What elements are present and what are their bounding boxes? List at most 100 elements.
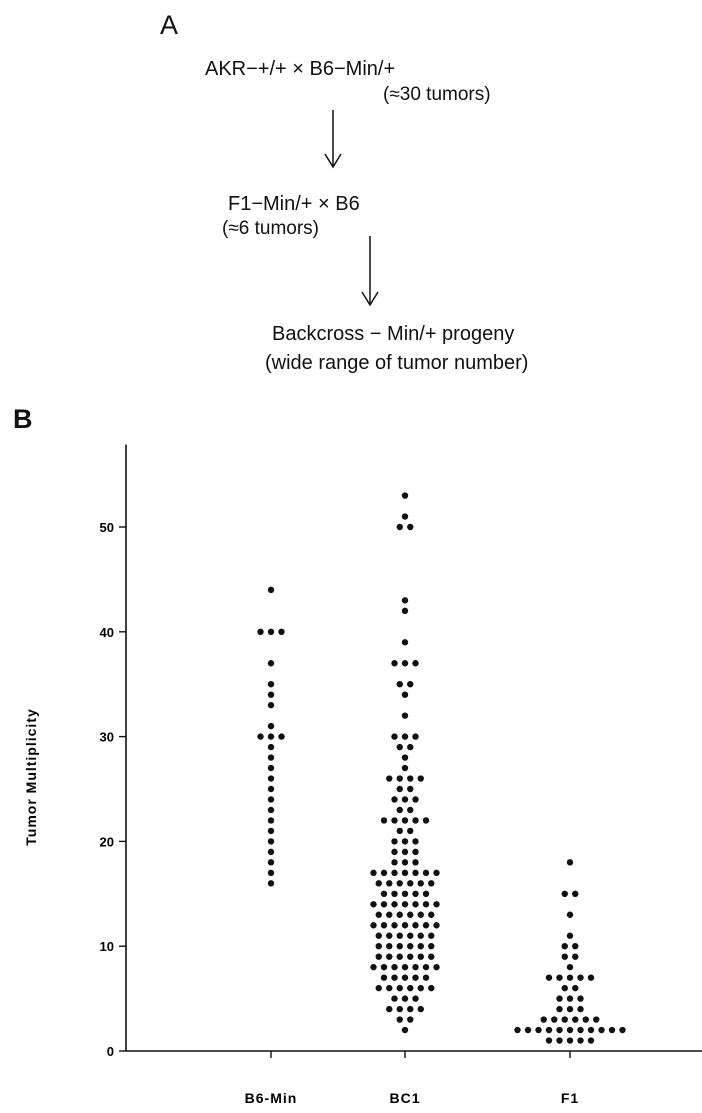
data-point: [593, 1016, 600, 1023]
cross-f1-tumors: (≈6 tumors): [222, 218, 319, 239]
data-point: [391, 995, 398, 1002]
data-point: [391, 859, 398, 866]
data-point: [401, 639, 409, 646]
data-point: [407, 785, 414, 793]
panel-a-letter: A: [160, 10, 179, 40]
data-point: [375, 932, 382, 939]
data-point: [396, 984, 403, 992]
data-point: [598, 1026, 605, 1034]
data-point: [267, 827, 275, 835]
data-point: [556, 1026, 563, 1034]
data-point: [380, 974, 388, 981]
data-point: [386, 984, 393, 992]
data-point: [401, 492, 409, 499]
data-point: [545, 974, 553, 981]
y-axis-ticks: 0 10 20 30 40 50: [100, 520, 126, 1059]
backcross-progeny: Backcross − Min/+ progeny: [272, 323, 515, 345]
chart-points: [257, 492, 626, 1044]
data-point: [556, 974, 563, 981]
data-point: [422, 901, 430, 908]
data-point: [391, 901, 398, 908]
backcross-progeny-note: (wide range of tumor number): [265, 352, 529, 374]
data-point: [582, 1016, 589, 1023]
data-point: [417, 984, 424, 992]
data-point: [267, 806, 275, 814]
data-point: [577, 1005, 584, 1013]
data-point: [386, 880, 393, 887]
data-point: [267, 586, 275, 594]
data-point: [407, 775, 414, 782]
data-point: [566, 911, 574, 918]
data-point: [391, 922, 398, 929]
data-point: [401, 1026, 409, 1034]
data-point: [561, 953, 568, 960]
data-point: [566, 932, 574, 939]
data-point: [433, 901, 440, 908]
data-point: [396, 1016, 403, 1023]
data-point: [401, 890, 409, 897]
data-point: [587, 1026, 595, 1034]
data-point: [380, 890, 388, 897]
cross-f1: F1−Min/+ × B6: [228, 193, 360, 215]
data-point: [417, 911, 424, 918]
data-point: [412, 995, 419, 1002]
data-point: [396, 806, 403, 814]
data-point: [401, 995, 409, 1002]
down-arrow-icon: [361, 236, 379, 307]
data-point: [572, 984, 579, 992]
data-point: [401, 712, 409, 719]
y-tick-label: 0: [107, 1044, 114, 1059]
data-point: [267, 701, 275, 709]
data-point: [545, 1037, 553, 1044]
data-point: [514, 1026, 521, 1034]
panel-b-letter: B: [13, 404, 33, 434]
data-point: [370, 869, 377, 877]
data-point: [267, 785, 275, 793]
data-point: [412, 963, 419, 971]
data-point: [407, 932, 414, 939]
data-point: [428, 932, 435, 939]
data-point: [386, 953, 393, 960]
data-point: [396, 785, 403, 793]
data-point: [608, 1026, 616, 1034]
y-tick-label: 30: [100, 730, 114, 745]
data-point: [401, 848, 409, 856]
data-point: [412, 922, 419, 929]
data-point: [577, 1026, 584, 1034]
down-arrow-icon: [324, 110, 342, 169]
data-point: [391, 974, 398, 981]
data-point: [380, 963, 388, 971]
data-point: [407, 943, 414, 950]
data-point: [417, 932, 424, 939]
data-point: [401, 869, 409, 877]
chart-axes: [125, 444, 702, 1052]
data-point: [370, 901, 377, 908]
cross-parental: AKR−+/+ × B6−Min/+: [205, 58, 396, 80]
data-point: [566, 859, 574, 866]
data-point: [556, 995, 563, 1002]
data-point: [375, 943, 382, 950]
data-point: [566, 1026, 574, 1034]
data-point: [370, 922, 377, 929]
data-point: [380, 922, 388, 929]
x-tick-label: F1: [561, 1090, 579, 1106]
data-point: [267, 722, 275, 730]
data-point: [391, 660, 398, 667]
data-point: [412, 817, 419, 824]
data-point: [566, 974, 574, 981]
data-point: [380, 869, 388, 877]
data-point: [412, 869, 419, 877]
data-point: [278, 628, 285, 635]
data-point: [412, 859, 419, 866]
cross-parental-tumors: (≈30 tumors): [383, 84, 491, 105]
data-point: [267, 733, 275, 740]
data-point: [401, 733, 409, 740]
y-tick-label: 40: [100, 625, 114, 640]
data-point: [401, 764, 409, 772]
data-point: [428, 911, 435, 918]
data-point: [556, 1005, 563, 1013]
data-point: [577, 995, 584, 1002]
data-point: [407, 984, 414, 992]
data-point: [422, 817, 430, 824]
y-tick-label: 50: [100, 520, 114, 535]
